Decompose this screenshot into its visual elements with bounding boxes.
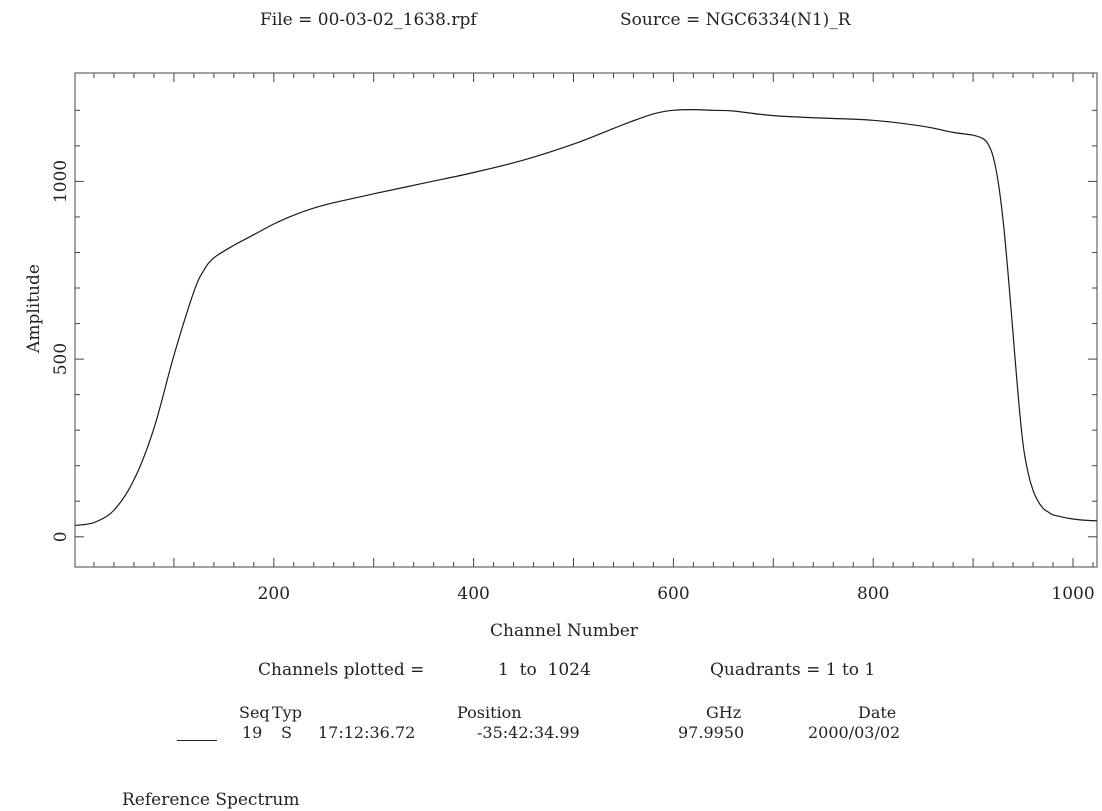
x-tick-label: 400 bbox=[457, 584, 489, 604]
x-tick-label: 800 bbox=[857, 584, 889, 604]
row-date: 2000/03/02 bbox=[808, 723, 901, 742]
y-axis-label: Amplitude bbox=[23, 264, 44, 353]
channels-range: 1 to 1024 bbox=[498, 660, 591, 680]
quadrants-label: Quadrants = 1 to 1 bbox=[710, 660, 876, 680]
channels-plotted-label: Channels plotted = bbox=[258, 660, 425, 680]
y-tick-label: 500 bbox=[51, 343, 71, 375]
x-axis-label: Channel Number bbox=[490, 621, 638, 641]
col-header-date: Date bbox=[858, 703, 897, 722]
x-tick-label: 200 bbox=[258, 584, 290, 604]
series-line-swatch bbox=[177, 740, 217, 741]
col-header-typ: Typ bbox=[272, 703, 302, 722]
x-tick-label: 600 bbox=[657, 584, 689, 604]
x-tick-label: 1000 bbox=[1051, 584, 1094, 604]
row-seq: 19 bbox=[242, 723, 263, 742]
axes-layer: 200 400 600 800 1000 0 500 1000 bbox=[51, 72, 1098, 604]
col-header-position: Position bbox=[457, 703, 522, 722]
row-ghz: 97.9950 bbox=[678, 723, 745, 742]
spectrum-line bbox=[74, 108, 1098, 526]
row-ra: 17:12:36.72 bbox=[318, 723, 416, 742]
row-dec: -35:42:34.99 bbox=[477, 723, 580, 742]
reference-spectrum-caption: Reference Spectrum bbox=[122, 790, 300, 810]
y-tick-label: 0 bbox=[51, 531, 71, 542]
file-label: File = 00-03-02_1638.rpf bbox=[260, 10, 477, 30]
plot-frame bbox=[74, 72, 1098, 568]
spectrum-chart: 200 400 600 800 1000 0 500 1000 bbox=[51, 72, 1098, 604]
col-header-ghz: GHz bbox=[706, 703, 742, 722]
source-label: Source = NGC6334(N1)_R bbox=[620, 10, 851, 30]
row-typ: S bbox=[281, 723, 292, 742]
col-header-seq: Seq bbox=[239, 703, 270, 722]
data-layer bbox=[74, 108, 1098, 526]
y-tick-label: 1000 bbox=[51, 160, 71, 203]
